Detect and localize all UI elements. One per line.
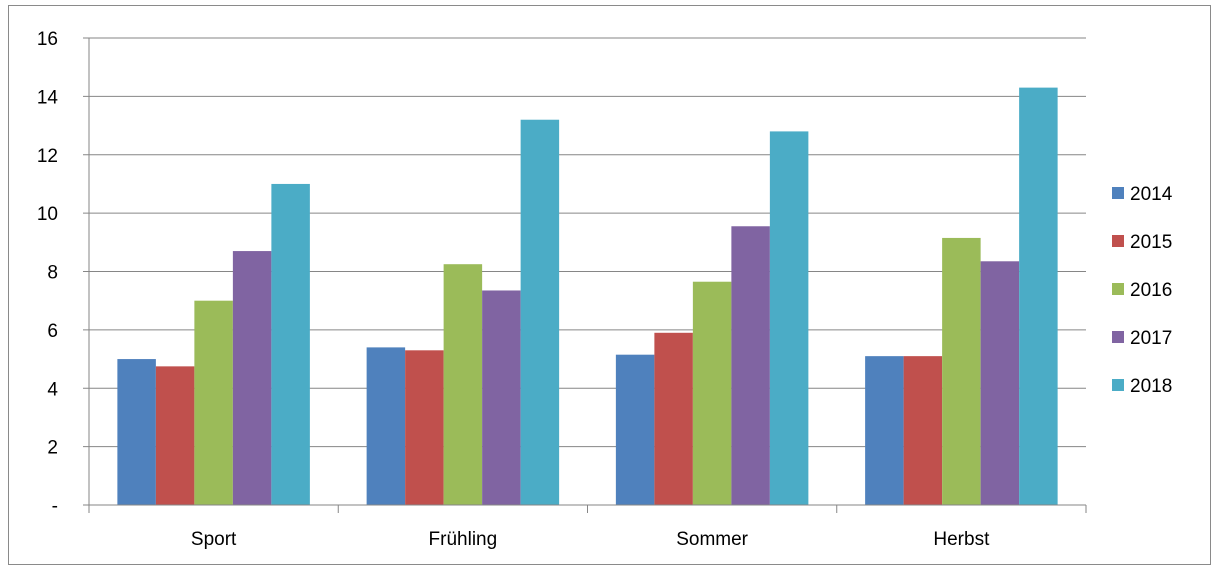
axes [83, 37, 1087, 513]
legend-swatch-2018 [1112, 379, 1124, 391]
bar-2017-sport [232, 251, 272, 505]
bar-2015-sport [155, 366, 195, 505]
y-tick-label: 10 [37, 204, 58, 225]
legend-label-2018: 2018 [1130, 376, 1172, 397]
bar-2016-sport [194, 300, 233, 505]
y-tick-label: 16 [37, 29, 58, 50]
y-tick-label: - [52, 496, 58, 517]
bar-2016-herbst [942, 237, 981, 505]
legend-swatch-2015 [1112, 235, 1124, 247]
y-tick-label: 8 [47, 263, 58, 284]
bar-2017-herbst [980, 261, 1020, 505]
bar-2014-herbst [865, 356, 904, 505]
y-tick-label: 6 [47, 321, 58, 342]
bar-2015-herbst [903, 356, 943, 505]
bar-2017-frühling [482, 290, 521, 505]
bar-2014-frühling [366, 347, 406, 505]
bar-2017-sommer [731, 226, 770, 505]
bar-2014-sport [117, 359, 156, 505]
y-tick-label: 4 [47, 379, 58, 400]
bar-2016-frühling [443, 264, 483, 505]
legend-label-2014: 2014 [1130, 184, 1173, 205]
y-tick-label: 12 [37, 146, 58, 167]
bar-2014-sommer [615, 354, 655, 505]
bar-2016-sommer [692, 281, 732, 505]
bar-2018-herbst [1019, 87, 1058, 506]
legend-label-2016: 2016 [1130, 280, 1172, 301]
y-tick-label: 14 [37, 87, 59, 108]
legend: 2014 2015 2016 2017 2018 [1112, 184, 1173, 397]
legend-label-2017: 2017 [1130, 328, 1172, 349]
bar-2018-frühling [520, 119, 560, 505]
x-tick-label: Frühling [429, 529, 498, 550]
x-tick-label: Herbst [933, 529, 990, 550]
bar-2018-sport [271, 183, 310, 505]
x-tick-label: Sommer [676, 529, 748, 550]
legend-swatch-2014 [1112, 187, 1124, 199]
bars [117, 87, 1058, 506]
x-tick-labels: Sport Frühling Sommer Herbst [191, 529, 990, 550]
legend-swatch-2017 [1112, 331, 1124, 343]
y-tick-labels: - 2 4 6 8 10 12 14 16 [37, 29, 59, 517]
legend-label-2015: 2015 [1130, 232, 1172, 253]
x-tick-label: Sport [191, 529, 237, 550]
y-tick-label: 2 [47, 438, 58, 459]
legend-swatch-2016 [1112, 283, 1124, 295]
bar-2015-frühling [405, 350, 444, 505]
bar-2015-sommer [654, 332, 693, 505]
bar-2018-sommer [769, 131, 809, 505]
